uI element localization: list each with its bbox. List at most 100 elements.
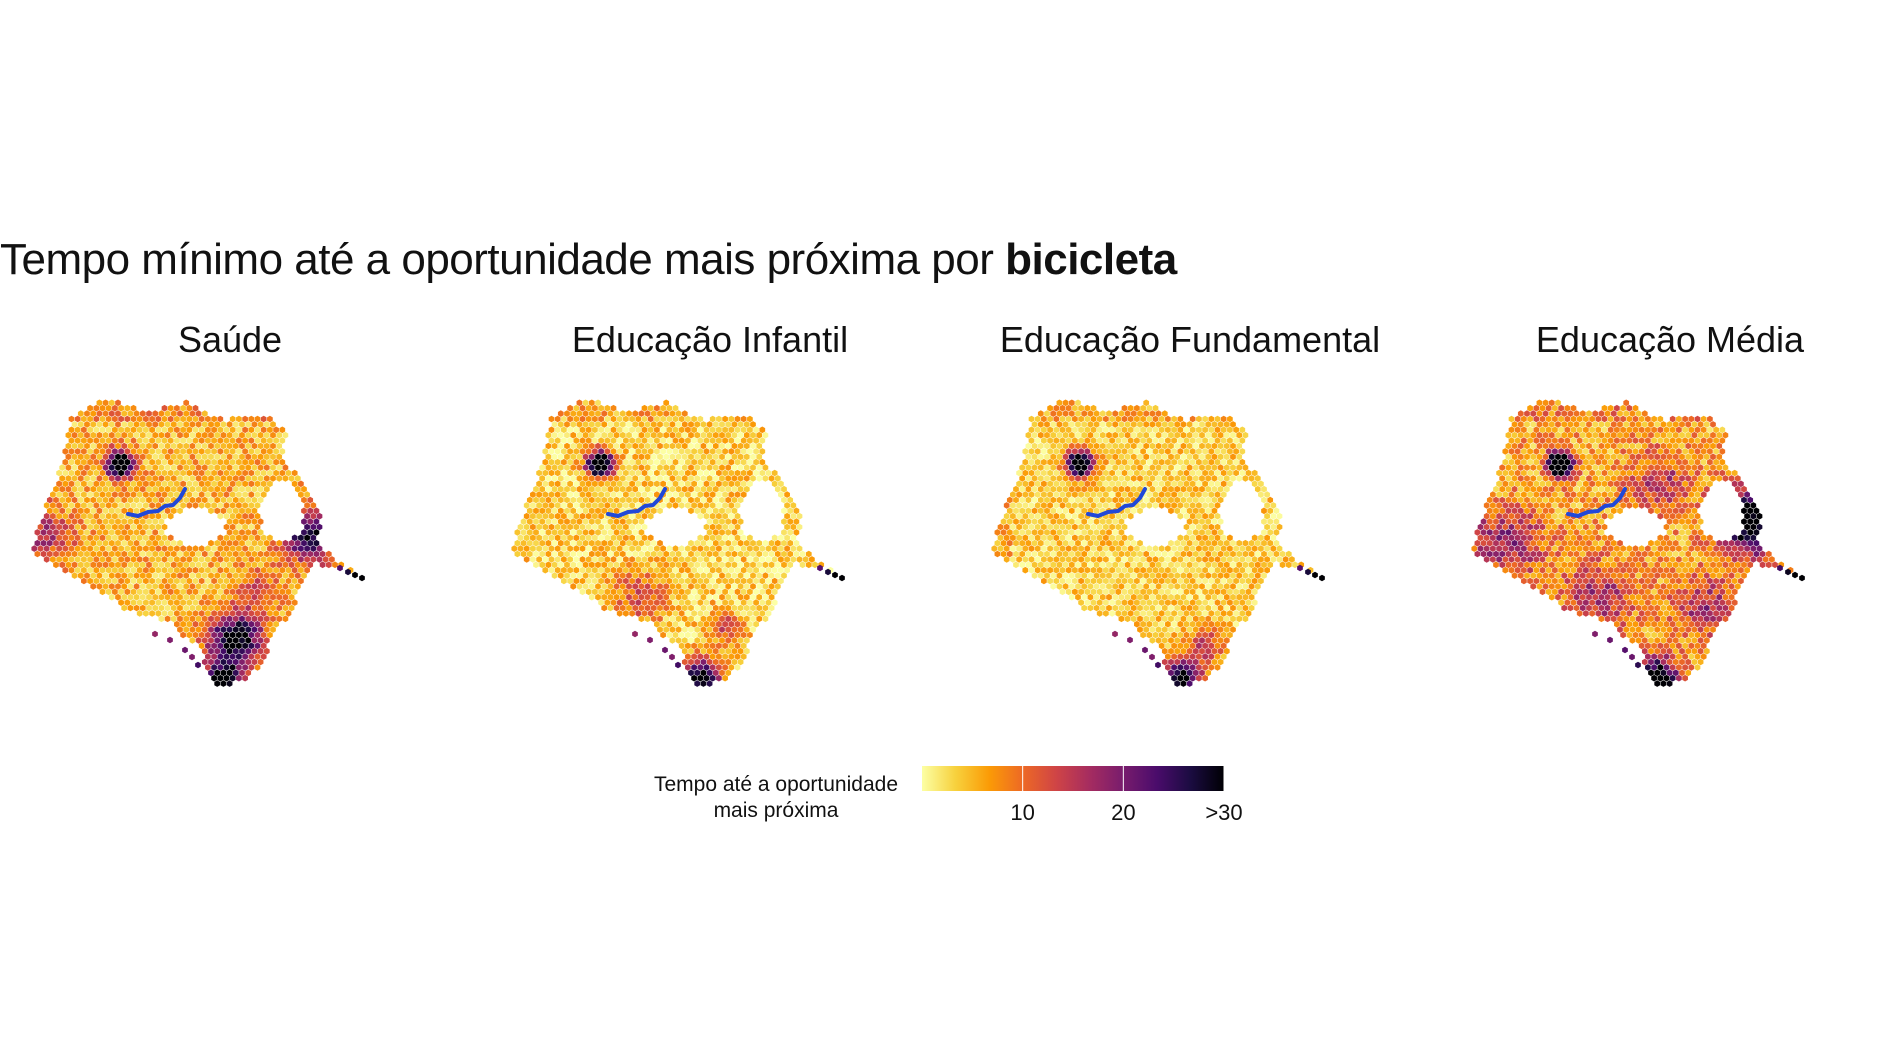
hex-cell (582, 464, 589, 471)
hex-cell (223, 620, 230, 628)
hex-cell (626, 496, 632, 504)
hex-cell (719, 539, 725, 547)
hex-cell (607, 593, 614, 601)
hex-cell (1199, 442, 1205, 450)
hex-cell (647, 545, 654, 552)
hex-cell (765, 545, 772, 552)
hex-cell (1093, 464, 1100, 471)
hex-cell (1093, 410, 1100, 417)
hex-cell (1103, 437, 1109, 444)
hex-cell (1115, 448, 1122, 455)
hex-cell (1654, 442, 1661, 450)
hex-cell (223, 588, 230, 596)
hex-cell (663, 593, 670, 601)
hex-cell (1248, 550, 1255, 558)
hex-cell (1276, 512, 1283, 520)
hex-cell (236, 588, 242, 596)
hex-cell (654, 566, 660, 574)
hex-cell (1230, 431, 1236, 439)
hex-cell (1140, 588, 1146, 596)
hex-cell (77, 561, 84, 569)
hex-cell (728, 545, 735, 552)
hex-cell (1521, 458, 1527, 466)
hex-cell (1099, 442, 1106, 450)
hex-cell (133, 561, 140, 569)
hex-cell (737, 453, 744, 461)
hex-cell (115, 529, 121, 536)
hex-cell (632, 572, 639, 579)
hex-cell (248, 556, 255, 563)
hex-cell (1019, 529, 1026, 536)
hex-cell (635, 556, 642, 563)
hex-cell (1168, 615, 1174, 623)
hex-cell (1660, 431, 1667, 439)
hex-cell (161, 545, 168, 552)
hex-cell (59, 529, 66, 536)
hex-cell (139, 604, 146, 612)
hex-cell (1638, 426, 1645, 434)
hex-cell (1189, 523, 1196, 531)
hex-cell (1093, 561, 1100, 569)
hex-cell (155, 610, 162, 617)
hex-cell (1031, 496, 1038, 504)
hex-cell (1127, 588, 1134, 596)
hex-cell (1068, 410, 1075, 417)
hex-cell (1149, 550, 1156, 558)
hex-cell (511, 545, 518, 552)
hex-cell (1137, 442, 1143, 450)
hex-cell (1270, 545, 1277, 552)
hex-cell (728, 664, 735, 671)
hex-cell (84, 410, 90, 417)
hex-cell (226, 496, 233, 504)
hex-cell (1022, 458, 1029, 466)
hex-cell (1124, 410, 1131, 417)
hex-cell (1610, 464, 1617, 471)
hex-cell (700, 453, 707, 461)
hex-cell (121, 442, 128, 450)
hex-cell (1143, 464, 1150, 471)
hex-cell (1620, 404, 1626, 412)
hex-cell (1050, 561, 1057, 569)
hex-cell (260, 469, 267, 477)
hex-cell (706, 593, 713, 601)
hex-cell (635, 610, 642, 617)
hex-cell (734, 556, 741, 563)
hex-cell (112, 502, 118, 509)
hex-cell (740, 620, 747, 628)
hex-cell (1174, 583, 1181, 590)
hex-cell (728, 610, 735, 617)
hex-cell (1312, 571, 1318, 579)
hex-cell (220, 593, 227, 601)
hex-cell (1068, 496, 1075, 504)
hex-cell (205, 577, 211, 585)
hex-cell (567, 415, 573, 423)
hex-cell (709, 458, 716, 466)
hex-cell (1230, 593, 1236, 601)
hex-cell (1202, 610, 1208, 617)
hex-cell (1196, 426, 1202, 434)
hex-cell (276, 604, 283, 612)
hex-cell (124, 545, 131, 552)
hex-cell (1146, 566, 1153, 574)
hex-cell (573, 426, 580, 434)
hex-cell (96, 550, 103, 558)
hex-cell (1047, 512, 1053, 520)
hex-cell (567, 448, 573, 455)
hex-cell (722, 426, 728, 434)
hex-cell (774, 550, 781, 558)
hex-cell (251, 615, 258, 623)
hex-cell (229, 491, 236, 498)
hex-cell (709, 448, 716, 455)
hex-cell (164, 464, 171, 471)
hex-cell (174, 588, 180, 596)
hex-cell (1236, 550, 1243, 558)
hex-cell (322, 556, 329, 563)
hex-cell (183, 572, 190, 579)
hex-cell (1075, 442, 1081, 450)
hex-cell (1273, 507, 1280, 515)
hex-cell (180, 404, 186, 412)
hex-cell (1078, 502, 1084, 509)
hex-cell (298, 556, 304, 563)
hex-cell (526, 550, 533, 558)
hex-cell (236, 610, 242, 617)
